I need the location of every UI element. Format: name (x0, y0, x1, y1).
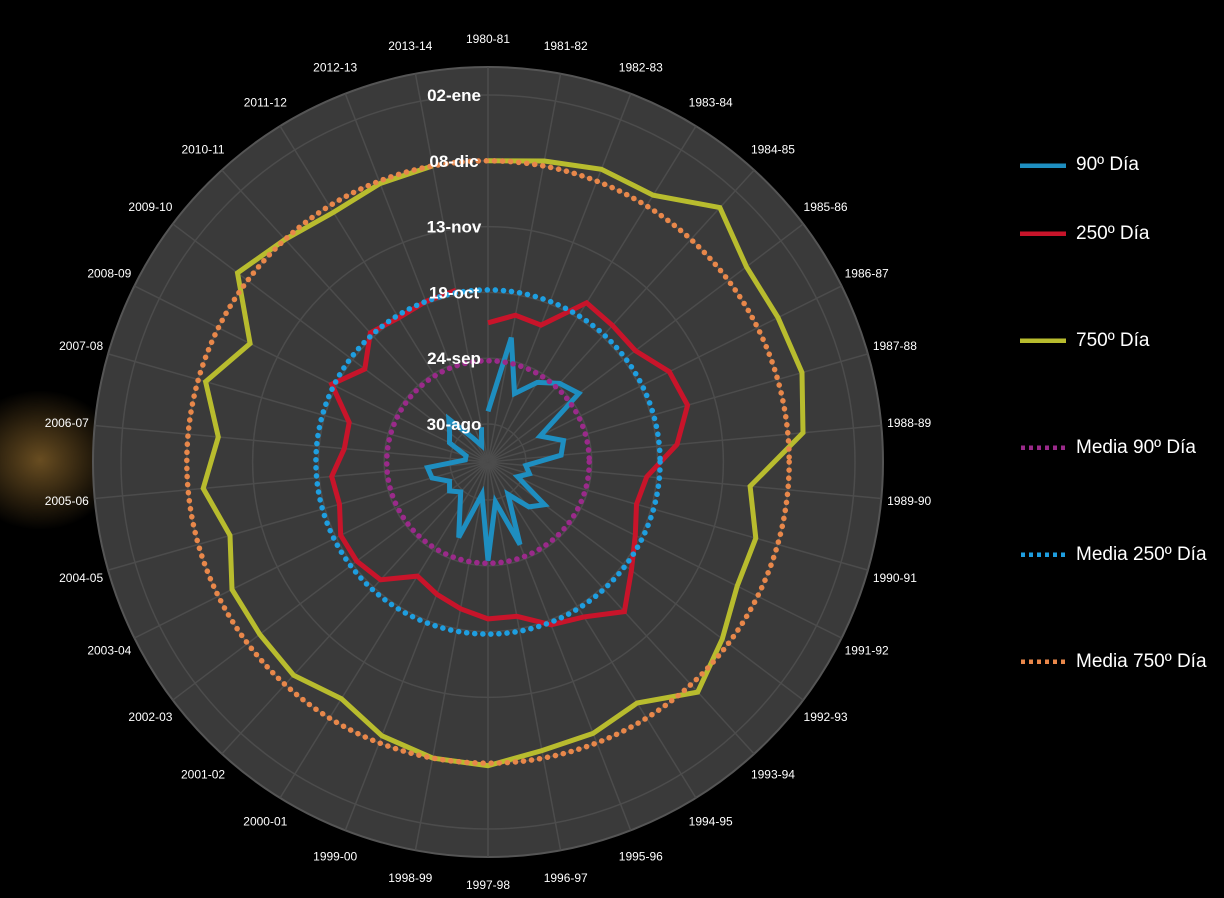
category-label: 2003-04 (87, 644, 131, 658)
spoke-29 (172, 223, 489, 463)
category-label: 1983-84 (689, 95, 733, 109)
spoke-3 (487, 125, 697, 463)
radial-tick-label: 19-oct (429, 283, 479, 302)
category-label: 1987-88 (873, 339, 917, 353)
category-label: 2004-05 (59, 571, 103, 585)
spoke-23 (134, 461, 489, 639)
category-label: 1981-82 (544, 39, 588, 53)
legend-swatch-media-250 (1021, 552, 1066, 557)
spoke-22 (172, 461, 489, 701)
category-label: 1982-83 (619, 61, 663, 75)
radial-tick-label: 30-ago (427, 415, 482, 434)
category-label: 1993-94 (751, 768, 795, 782)
category-label: 2007-08 (59, 339, 103, 353)
spoke-32 (344, 93, 489, 463)
legend-label-media-250: Media 250º Día (1076, 543, 1207, 565)
legend-item-750: 750º Día (1020, 287, 1207, 394)
category-label: 2001-02 (181, 768, 225, 782)
spoke-2 (487, 93, 632, 463)
category-label: 1996-97 (544, 871, 588, 885)
spoke-6 (487, 285, 842, 463)
category-label: 2013-14 (388, 39, 432, 53)
legend-item-media-90: Media 90º Día (1020, 394, 1207, 501)
spoke-9 (487, 461, 882, 500)
series-line-2 (200, 158, 806, 769)
category-label: 2011-12 (244, 95, 287, 109)
series-line-4 (313, 287, 663, 637)
spoke-7 (487, 353, 869, 463)
category-label: 1984-85 (751, 142, 795, 156)
category-label: 1995-96 (619, 849, 663, 863)
category-label: 2010-11 (181, 142, 224, 156)
category-label: 1990-91 (873, 571, 917, 585)
category-label: 1994-95 (689, 815, 733, 829)
spoke-16 (487, 461, 562, 851)
legend-label-media-750: Media 750º Día (1076, 650, 1207, 672)
legend: 90º Día 250º Día 750º Día Media 90º Día … (1020, 150, 1207, 715)
category-label: 1998-99 (388, 871, 432, 885)
category-label: 1980-81 (466, 32, 510, 46)
spoke-18 (414, 461, 489, 851)
legend-label-90: 90º Día (1076, 154, 1139, 175)
legend-label-250: 250º Día (1076, 222, 1150, 244)
legend-swatch-90 (1020, 163, 1066, 168)
spoke-26 (94, 424, 489, 463)
series-line-1 (328, 287, 691, 628)
legend-swatch-750 (1020, 338, 1066, 343)
legend-swatch-media-750 (1021, 659, 1066, 664)
spoke-33 (414, 73, 489, 463)
spoke-28 (134, 285, 489, 463)
legend-label-media-90: Media 90º Día (1076, 436, 1196, 458)
category-label: 1986-87 (845, 266, 889, 280)
category-label: 2002-03 (128, 710, 172, 724)
legend-item-media-250: Media 250º Día (1020, 501, 1207, 608)
category-label: 2009-10 (128, 200, 172, 214)
spoke-31 (279, 125, 489, 463)
spoke-20 (279, 461, 489, 799)
series-line-0 (423, 336, 583, 562)
category-label: 1992-93 (804, 710, 848, 724)
category-label: 1989-90 (887, 494, 931, 508)
legend-item-media-750: Media 750º Día (1020, 608, 1207, 715)
category-label: 2000-01 (243, 815, 287, 829)
spoke-15 (487, 461, 632, 831)
legend-label-750: 750º Día (1076, 329, 1150, 351)
category-label: 1999-00 (313, 849, 357, 863)
category-label: 1988-89 (887, 416, 931, 430)
spoke-10 (487, 461, 869, 571)
spoke-21 (221, 461, 489, 755)
spoke-24 (107, 461, 489, 571)
spoke-5 (487, 223, 804, 463)
legend-item-90: 90º Día (1020, 150, 1207, 180)
spoke-11 (487, 461, 842, 639)
radial-tick-label: 08-dic (429, 152, 478, 171)
series-line-5 (184, 158, 792, 766)
spoke-13 (487, 461, 755, 755)
legend-swatch-media-90 (1021, 445, 1066, 450)
radial-tick-label: 02-ene (427, 86, 481, 105)
category-label: 1997-98 (466, 878, 510, 892)
legend-swatch-250 (1020, 231, 1066, 236)
spoke-27 (107, 353, 489, 463)
radial-tick-label: 13-nov (427, 218, 482, 237)
legend-item-250: 250º Día (1020, 180, 1207, 287)
series-line-3 (384, 358, 592, 566)
category-label: 1991-92 (845, 644, 889, 658)
category-label: 2008-09 (87, 266, 131, 280)
radial-tick-label: 24-sep (427, 349, 481, 368)
category-label: 2005-06 (45, 494, 89, 508)
spoke-1 (487, 73, 562, 463)
spoke-14 (487, 461, 697, 799)
spoke-4 (487, 169, 755, 463)
spoke-30 (221, 169, 489, 463)
category-label: 2012-13 (313, 61, 357, 75)
category-label: 1985-86 (804, 200, 848, 214)
category-label: 2006-07 (45, 416, 89, 430)
spoke-25 (94, 461, 489, 500)
